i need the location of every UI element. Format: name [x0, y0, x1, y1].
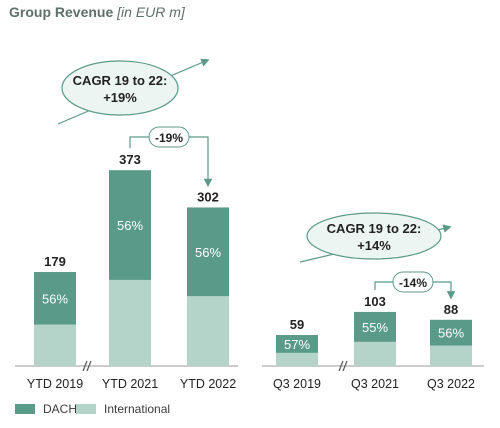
axis-break-q3-a	[338, 360, 344, 372]
x-tick-label-q3-0: Q3 2019	[273, 377, 321, 391]
x-tick-label-q3-1: Q3 2021	[351, 377, 399, 391]
dach-share-label-ytd-2: 56%	[195, 245, 221, 260]
bar-dach-q3-2	[430, 319, 472, 346]
cagr-ellipse-q3	[306, 212, 442, 260]
cagr-label-line1-q3: CAGR 19 to 22:	[327, 221, 422, 236]
bar-international-q3-1	[354, 341, 396, 366]
dach-share-label-q3-2: 56%	[438, 326, 464, 341]
total-label-q3-1: 103	[364, 294, 386, 309]
bar-dach-q3-0	[276, 335, 318, 353]
bar-dach-ytd-1	[109, 170, 151, 280]
cagr-label-line1-ytd: CAGR 19 to 22:	[73, 73, 168, 88]
legend-swatch-dach	[15, 404, 35, 414]
dach-share-label-q3-0: 57%	[284, 337, 310, 352]
bar-dach-ytd-0	[34, 272, 76, 325]
change-label-ytd: -19%	[155, 131, 183, 145]
total-label-q3-0: 59	[290, 317, 304, 332]
x-tick-label-ytd-1: YTD 2021	[102, 377, 158, 391]
legend-swatch-international	[76, 404, 96, 414]
axis-break-q3-b	[342, 360, 348, 372]
dach-share-label-q3-1: 55%	[362, 320, 388, 335]
dach-share-label-ytd-1: 56%	[117, 218, 143, 233]
chart-title: Group Revenue [in EUR m]	[9, 4, 185, 20]
bar-international-q3-0	[276, 352, 318, 366]
bar-international-ytd-1	[109, 279, 151, 366]
legend-label-dach: DACH	[43, 402, 78, 416]
total-label-ytd-1: 373	[119, 152, 141, 167]
chart-title-unit: [in EUR m]	[117, 4, 185, 20]
cagr-label-line2-ytd: +19%	[103, 90, 137, 105]
total-label-ytd-0: 179	[44, 254, 66, 269]
bar-dach-q3-1	[354, 311, 396, 342]
total-label-ytd-2: 302	[197, 189, 219, 204]
total-label-q3-2: 88	[444, 302, 458, 317]
legend-label-international: International	[104, 402, 171, 416]
legend-item-dach: DACH	[15, 402, 77, 416]
chart-title-main: Group Revenue	[9, 4, 114, 20]
change-label-q3: -14%	[399, 276, 427, 290]
axis-break-ytd-b	[86, 360, 92, 372]
x-tick-label-ytd-0: YTD 2019	[27, 377, 83, 391]
cagr-label-line2-q3: +14%	[357, 238, 391, 253]
legend-item-international: International	[76, 402, 170, 416]
bar-international-q3-2	[430, 345, 472, 366]
bar-international-ytd-2	[187, 296, 229, 366]
axis-break-ytd-a	[82, 360, 88, 372]
change-pill-q3	[392, 271, 434, 293]
x-tick-label-ytd-2: YTD 2022	[180, 377, 236, 391]
change-pill-ytd	[148, 126, 190, 148]
dach-share-label-ytd-0: 56%	[42, 291, 68, 306]
x-tick-label-q3-2: Q3 2022	[427, 377, 475, 391]
cagr-ellipse-ytd	[61, 60, 179, 116]
bar-dach-ytd-2	[187, 207, 229, 297]
bar-international-ytd-0	[34, 324, 76, 366]
